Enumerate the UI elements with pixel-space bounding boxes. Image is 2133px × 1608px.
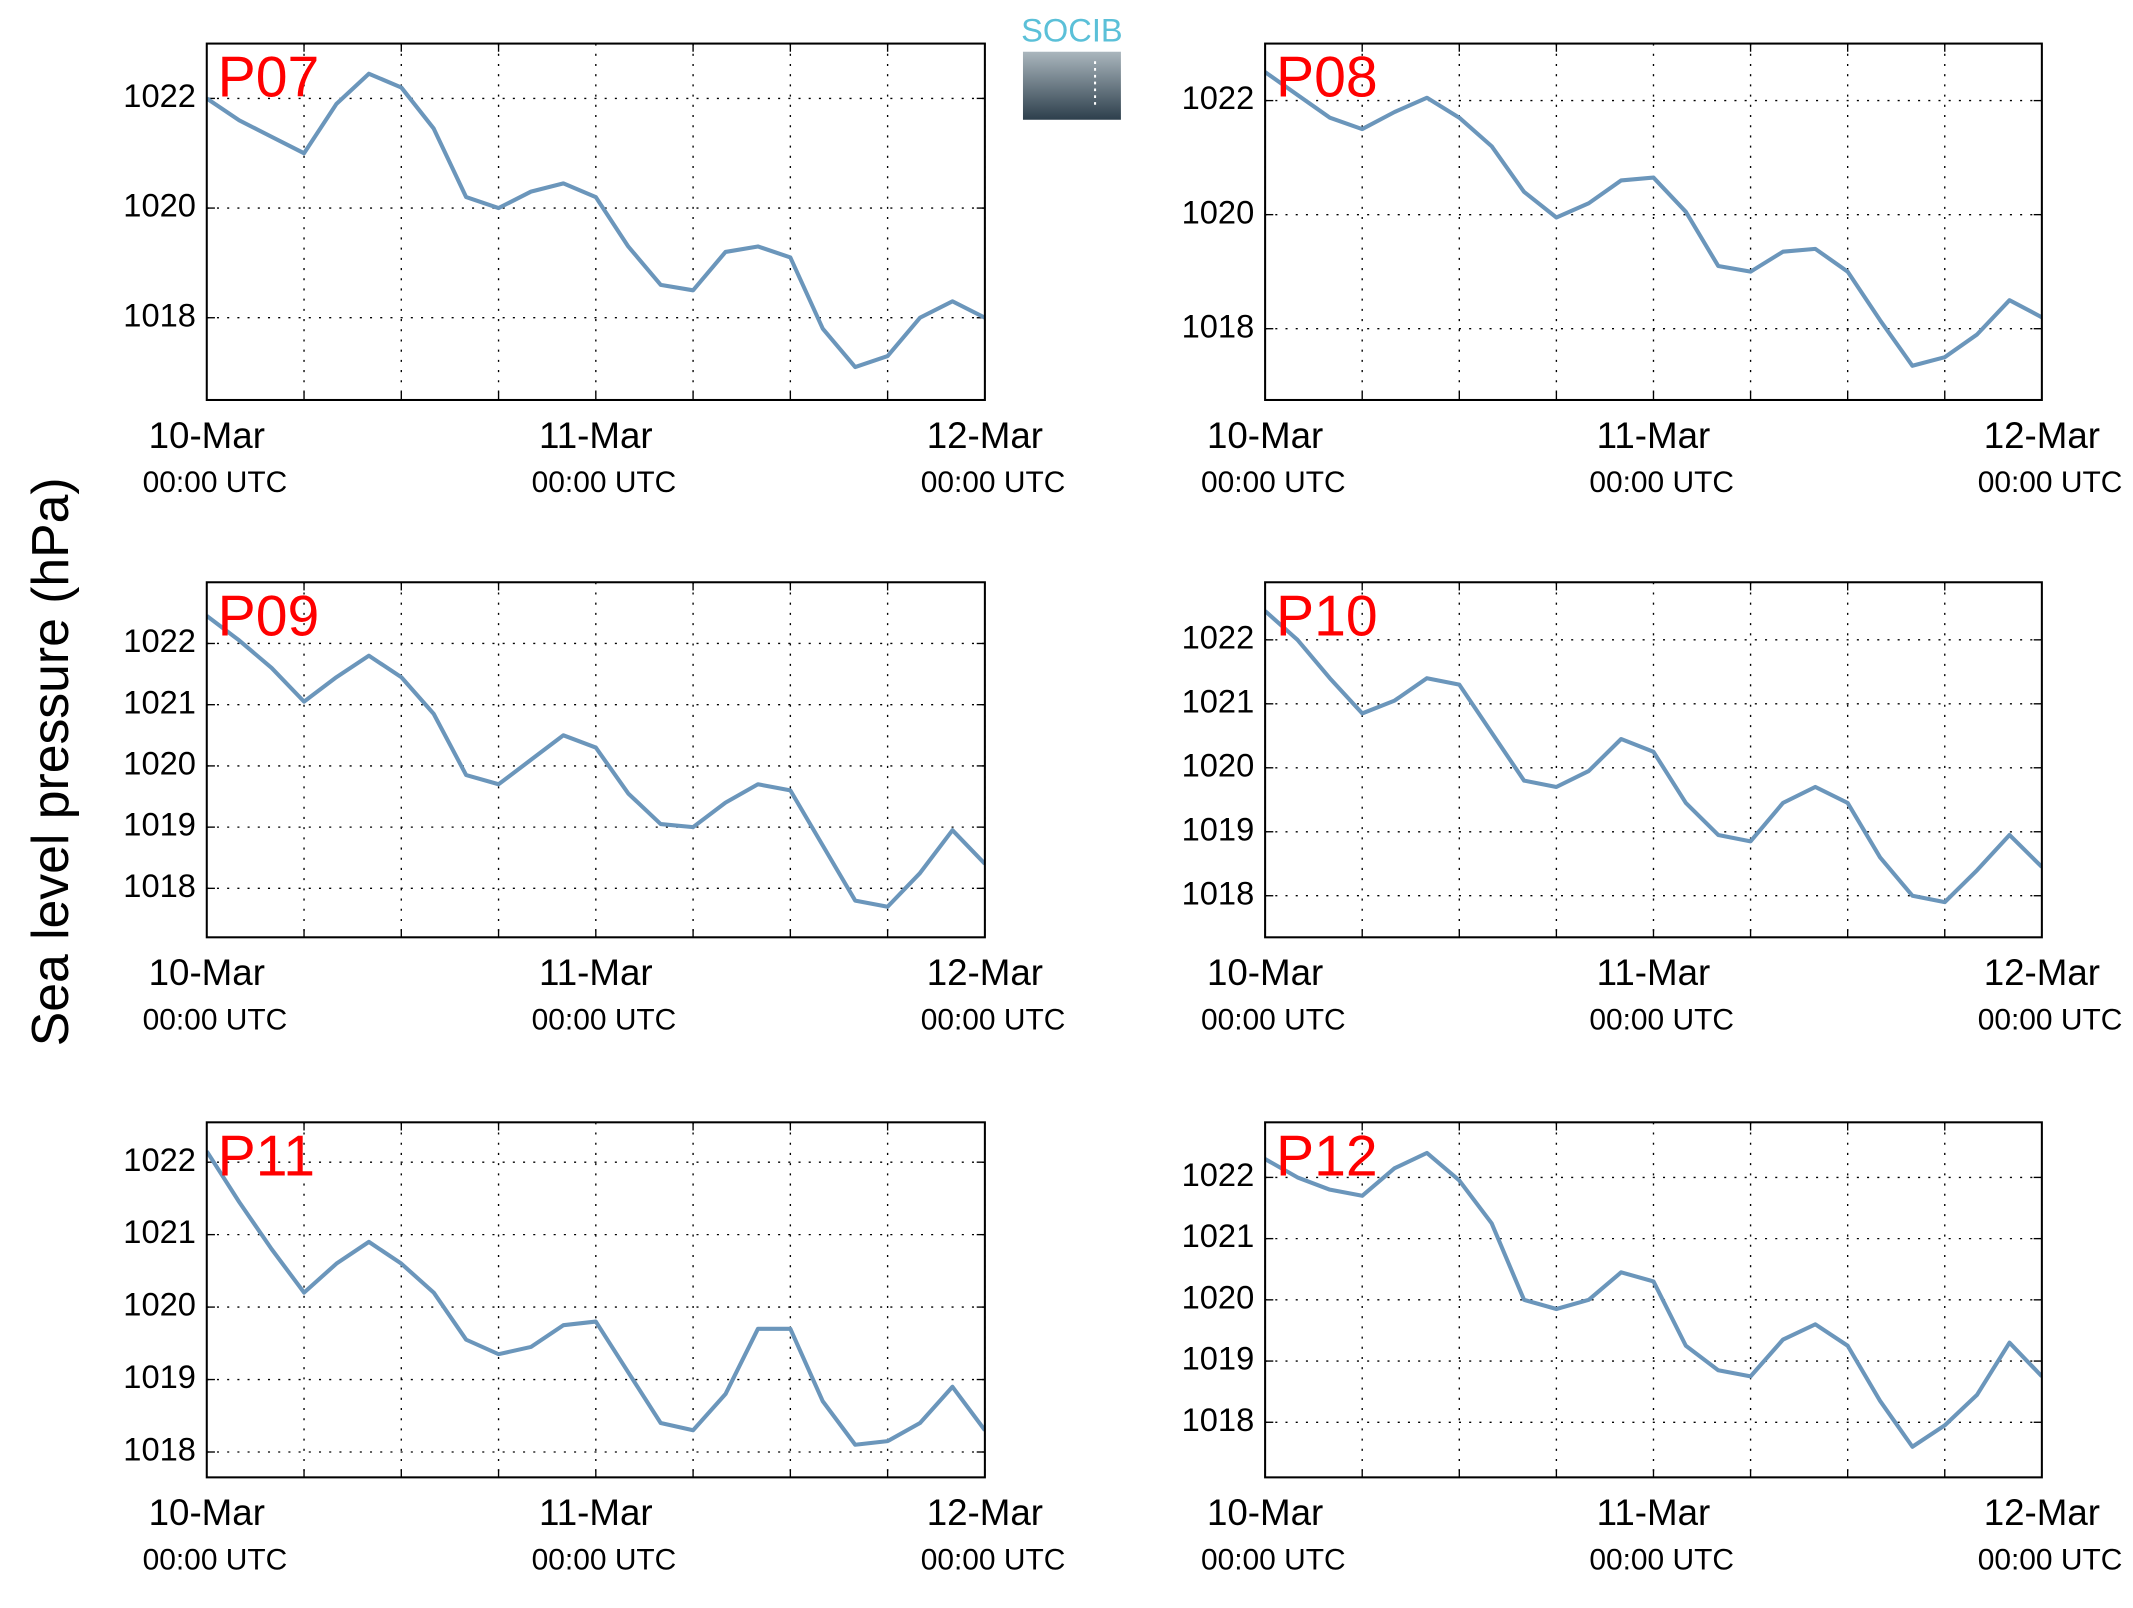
subplot: 1018 1019 1020 1021 1022 10-Mar 00:00 UTC 11-Ma… — [1182, 581, 2123, 1037]
axes-frame — [1264, 1121, 2043, 1479]
plot-area — [1265, 1150, 2042, 1449]
y-tick-label: 1020 — [1182, 1278, 1255, 1315]
axes-frame — [1264, 581, 2043, 939]
x-tick-sublabel: 00:00 UTC — [1589, 466, 1734, 499]
x-tick-label: 11-Mar — [539, 952, 653, 993]
plot-area — [206, 71, 985, 370]
panel-title: P07 — [218, 46, 320, 110]
y-tick-label: 1021 — [1182, 682, 1255, 719]
x-tick-label: 12-Mar — [927, 952, 1043, 993]
y-axis-label: Sea level pressure (hPa) — [21, 477, 79, 1046]
x-tick-sublabel: 00:00 UTC — [532, 1004, 677, 1037]
y-tick-label: 1018 — [1182, 874, 1255, 911]
x-tick-sublabel: 00:00 UTC — [1978, 1544, 2123, 1577]
x-tick-sublabel: 00:00 UTC — [532, 1544, 677, 1577]
logo-block — [1022, 51, 1121, 120]
x-tick-sublabel: 00:00 UTC — [1201, 1544, 1346, 1577]
x-tick-label: 10-Mar — [149, 1492, 265, 1533]
x-tick-sublabel: 00:00 UTC — [921, 1004, 1066, 1037]
plot-area — [1265, 70, 2042, 368]
y-tick-label: 1019 — [1182, 1340, 1255, 1377]
x-tick-sublabel: 00:00 UTC — [143, 1004, 288, 1037]
panel-title: P10 — [1276, 584, 1378, 648]
y-tick-label: 1022 — [123, 622, 196, 659]
panel-title: P12 — [1276, 1125, 1378, 1189]
axes-frame — [205, 581, 986, 939]
y-tick-label: 1019 — [123, 806, 196, 843]
plot-area — [1265, 609, 2042, 905]
x-tick-label: 11-Mar — [539, 1492, 653, 1533]
y-tick-label: 1022 — [123, 1141, 196, 1178]
axes-frame — [1264, 42, 2043, 402]
x-tick-sublabel: 00:00 UTC — [921, 466, 1066, 499]
panel-title: P09 — [218, 584, 320, 648]
y-tick-label: 1020 — [1182, 746, 1255, 783]
x-tick-label: 11-Mar — [1597, 952, 1711, 993]
y-tick-label: 1018 — [1182, 1401, 1255, 1438]
x-tick-sublabel: 00:00 UTC — [1201, 466, 1346, 499]
logo: SOCIB — [1021, 11, 1123, 120]
y-tick-label: 1018 — [123, 867, 196, 904]
x-tick-sublabel: 00:00 UTC — [921, 1544, 1066, 1577]
subplot: 1018 1019 1020 1021 1022 10-Mar 00:00 UTC 11-Ma… — [123, 1121, 1066, 1577]
y-tick-label: 1022 — [1182, 618, 1255, 655]
y-tick-label: 1018 — [1182, 307, 1255, 344]
y-tick-label: 1021 — [123, 1213, 196, 1250]
x-tick-sublabel: 00:00 UTC — [143, 466, 288, 499]
x-tick-sublabel: 00:00 UTC — [1978, 466, 2123, 499]
x-tick-sublabel: 00:00 UTC — [143, 1544, 288, 1577]
x-tick-label: 11-Mar — [539, 415, 653, 456]
y-tick-label: 1022 — [123, 77, 196, 114]
plot-area — [206, 614, 985, 909]
y-tick-label: 1022 — [1182, 79, 1255, 116]
x-tick-sublabel: 00:00 UTC — [1201, 1004, 1346, 1037]
data-line — [206, 71, 985, 370]
x-tick-label: 11-Mar — [1597, 1492, 1711, 1533]
data-line — [1265, 609, 2042, 905]
data-line — [206, 1150, 985, 1447]
x-tick-label: 12-Mar — [1984, 415, 2100, 456]
data-line — [1265, 70, 2042, 368]
axes-frame — [205, 1121, 986, 1479]
y-tick-label: 1019 — [1182, 810, 1255, 847]
subplot: 1018 1020 1022 10-Mar 00:00 UTC 11-Mar 00:00 U… — [1182, 42, 2123, 499]
x-tick-sublabel: 00:00 UTC — [1589, 1544, 1734, 1577]
x-tick-label: 12-Mar — [927, 1492, 1043, 1533]
logo-text: SOCIB — [1021, 11, 1123, 48]
y-tick-label: 1018 — [123, 1431, 196, 1468]
subplot: 1018 1019 1020 1021 1022 10-Mar 00:00 UTC 11-Ma… — [123, 581, 1066, 1037]
y-tick-label: 1019 — [123, 1358, 196, 1395]
x-tick-label: 10-Mar — [1207, 952, 1323, 993]
x-tick-label: 12-Mar — [927, 415, 1043, 456]
x-tick-sublabel: 00:00 UTC — [532, 466, 677, 499]
x-tick-label: 10-Mar — [149, 415, 265, 456]
x-tick-label: 12-Mar — [1984, 952, 2100, 993]
x-tick-label: 11-Mar — [1597, 415, 1711, 456]
data-line — [206, 614, 985, 909]
x-tick-sublabel: 00:00 UTC — [1589, 1004, 1734, 1037]
panel-title: P11 — [218, 1125, 315, 1189]
x-tick-sublabel: 00:00 UTC — [1978, 1004, 2123, 1037]
subplot: 1018 1019 1020 1021 1022 10-Mar 00:00 UTC 11-Ma… — [1182, 1121, 2123, 1577]
data-line — [1265, 1150, 2042, 1449]
y-tick-label: 1020 — [1182, 193, 1255, 230]
x-tick-label: 12-Mar — [1984, 1492, 2100, 1533]
subplot: 1018 1020 1022 10-Mar 00:00 UTC 11-Mar 00:00 U… — [123, 42, 1066, 499]
x-tick-label: 10-Mar — [149, 952, 265, 993]
y-tick-label: 1022 — [1182, 1156, 1255, 1193]
x-tick-label: 10-Mar — [1207, 415, 1323, 456]
y-tick-label: 1021 — [1182, 1217, 1255, 1254]
panel-title: P08 — [1276, 46, 1378, 110]
y-tick-label: 1020 — [123, 745, 196, 782]
axes-frame — [205, 42, 986, 402]
y-tick-label: 1020 — [123, 1286, 196, 1323]
plot-area — [206, 1150, 985, 1447]
y-tick-label: 1021 — [123, 683, 196, 720]
y-tick-label: 1020 — [123, 187, 196, 224]
x-tick-label: 10-Mar — [1207, 1492, 1323, 1533]
y-tick-label: 1018 — [123, 296, 196, 333]
